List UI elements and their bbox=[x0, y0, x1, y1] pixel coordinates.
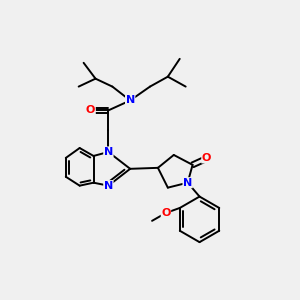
Text: N: N bbox=[104, 181, 113, 191]
Text: N: N bbox=[126, 95, 135, 106]
Text: O: O bbox=[86, 105, 95, 116]
Text: N: N bbox=[104, 147, 113, 157]
Text: N: N bbox=[183, 178, 192, 188]
Text: O: O bbox=[202, 153, 211, 163]
Text: O: O bbox=[161, 208, 171, 218]
